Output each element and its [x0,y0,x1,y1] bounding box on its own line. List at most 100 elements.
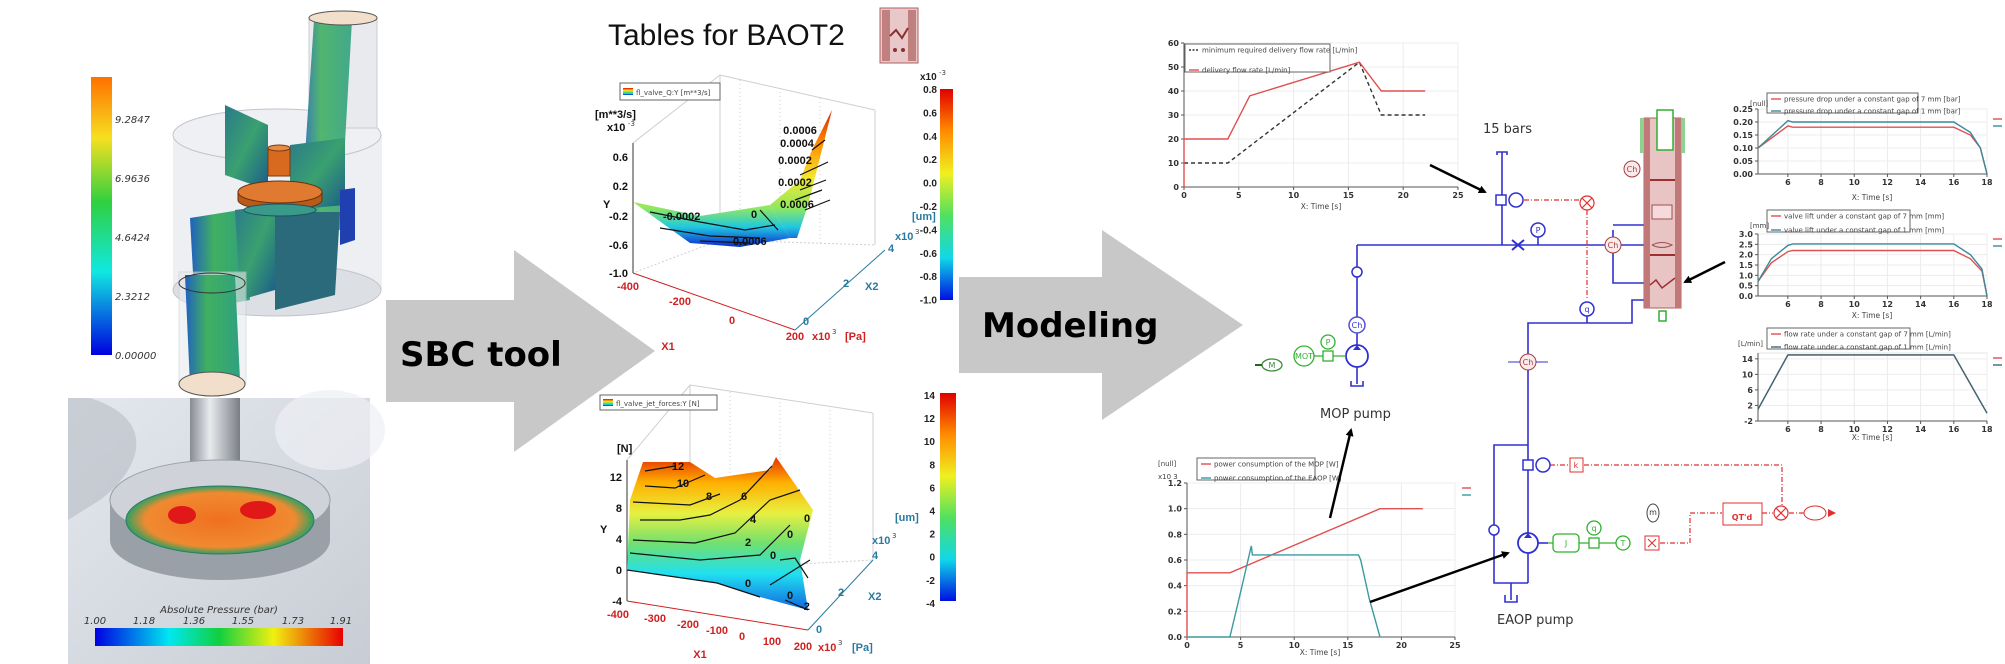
force-colorbar [940,393,956,601]
contour-label: 0 [770,550,776,562]
x-tick-label: 10 [1849,300,1861,309]
motor-signal-label: M [1269,361,1276,370]
pressure-label: 15 bars [1483,122,1532,137]
y-unit-label: [L/min] [1738,340,1763,348]
series-line [1184,61,1426,164]
x-tick-label: 25 [1452,191,1464,200]
x1-axis-label: X1 [693,649,706,661]
flow-surface-plot: fl_valve_Q:Y [m**3/s][m**3/s]x10 -30.60.2… [595,69,953,353]
input-arrow-icon [1828,509,1836,517]
y-axis-label: Y [600,524,608,536]
high-pressure-zone [240,501,276,519]
series-line [1757,119,1988,175]
lower-pipe [178,271,247,397]
y-unit-label: [null] [1750,100,1768,108]
signal-source-icon [1803,505,1827,521]
pressure-colorbar [95,628,343,646]
x-tick-label: 12 [1882,425,1893,434]
x-tick-label: 18 [1981,300,1993,309]
chamber-upper: Ch [1623,160,1641,178]
eaop-components: k J q T m QT'd [1488,457,1836,554]
y-tick-label: 0.10 [1733,144,1753,153]
contour-lines [649,139,831,244]
y-tick-label: 50 [1168,63,1180,72]
x1-tick-label: 200 [794,641,812,653]
surface-wing [770,110,832,238]
legend-label: flow rate under a constant gap of 1 mm [… [1784,344,1951,352]
x1-tick-label: 100 [763,636,781,648]
contour-lines [626,465,811,611]
x-tick-label: 12 [1882,300,1893,309]
velocity-colorbar-ticks: 9.2847 6.9636 4.6424 2.3212 0.00000 [115,115,156,362]
x2-axis-label: X2 [868,591,881,603]
colorbar-tick-label: 9.2847 [115,115,151,126]
colorbar-tick-label: 2.3212 [115,292,150,303]
y-exponent-label: x10 3 [1158,473,1178,481]
x2-tick-label: 0 [816,624,822,636]
contour-label: -2 [800,601,810,613]
x1-exponent: x10 [812,331,830,343]
x2-tick-label: 0 [803,316,809,328]
colorbar-exponent: x10 [920,72,937,83]
contour-label: 2 [745,537,751,549]
eaop-pump-icon [1517,532,1539,554]
pressure-legend-ticks: 1.00 1.18 1.36 1.55 1.73 1.91 [84,616,352,627]
series-line [1187,545,1381,638]
x-tick-label: 16 [1948,178,1960,187]
callout-arrows [1328,163,1726,604]
x-axis-label: X: Time [s] [1300,648,1341,657]
motor-label: MOT [1295,352,1313,361]
contour-label: 0 [787,529,793,541]
pressure-legend-title: Absolute Pressure (bar) [159,605,278,616]
high-pressure-zone [168,506,196,524]
y-tick-label: 0.4 [1168,582,1183,591]
contour-label: 6 [741,491,747,503]
force-surface-plot: fl_valve_jet_forces:Y [N][N]12840-4Y-400… [599,384,956,661]
contour-label: 0 [787,590,793,602]
legend-label: valve lift under a constant gap of 1 mm … [1784,227,1944,235]
x2-tick-label: 4 [888,243,895,255]
svg-text:m: m [1649,508,1657,517]
svg-text:Ch: Ch [1608,241,1619,250]
colorbar-tick-label: 0 [929,553,935,564]
y-tick-label: 2 [1747,401,1753,410]
x1-tick-label: -300 [644,613,666,625]
colorbar-tick-label: 6.9636 [115,174,150,185]
x1-unit: [Pa] [852,642,873,654]
y-tick-label: 0.2 [613,181,628,193]
y-tick-label: 0.8 [1168,530,1183,539]
eaop-pump-label: EAOP pump [1497,613,1574,628]
colorbar-tick-label: 4.6424 [115,233,150,244]
y-tick-label: -1.0 [609,268,628,280]
flow-sensor: q [1579,301,1595,317]
y-tick-label: 6 [1747,386,1753,395]
x-tick-label: 10 [1849,425,1861,434]
x1-exponent: x10 [818,642,836,654]
y-tick-label: 0.6 [613,152,628,164]
y-tick-label: 1.0 [1168,505,1183,514]
x1-tick-label: 0 [729,315,735,327]
y-tick-label: 0.25 [1733,105,1753,114]
flow-colorbar [940,89,953,300]
pressure-sensor: P [1530,222,1546,238]
x2-axis [807,559,874,631]
force-plot-labels: fl_valve_jet_forces:Y [N][N]12840-4Y-400… [599,391,935,661]
x-tick-label: 15 [1342,641,1354,650]
y-tick-label: 0 [616,565,622,577]
x-tick-label: 18 [1981,425,1993,434]
contour-label: 0.0002 [778,177,812,189]
legend-label: pressure drop under a constant gap of 1 … [1784,108,1961,116]
flow-plot-labels: fl_valve_Q:Y [m**3/s][m**3/s]x10 -30.60.2… [595,69,946,353]
x2-exponent: x10 [872,535,890,547]
sbc-tool-label: SBC tool [400,335,562,375]
colorbar-tick-label: 0.0 [923,179,937,190]
x2-exponent-power: 3 [892,532,896,540]
legend-label: delivery flow rate [L/min] [1202,67,1291,75]
colorbar-tick-label: 0.4 [923,132,937,143]
x-tick-label: 14 [1915,425,1927,434]
plot-legend [619,82,721,101]
contour-label: 0.0006 [783,125,817,137]
x-tick-label: 14 [1915,178,1927,187]
x-tick-label: 6 [1785,178,1791,187]
colorbar-tick-label: -0.4 [920,225,938,236]
